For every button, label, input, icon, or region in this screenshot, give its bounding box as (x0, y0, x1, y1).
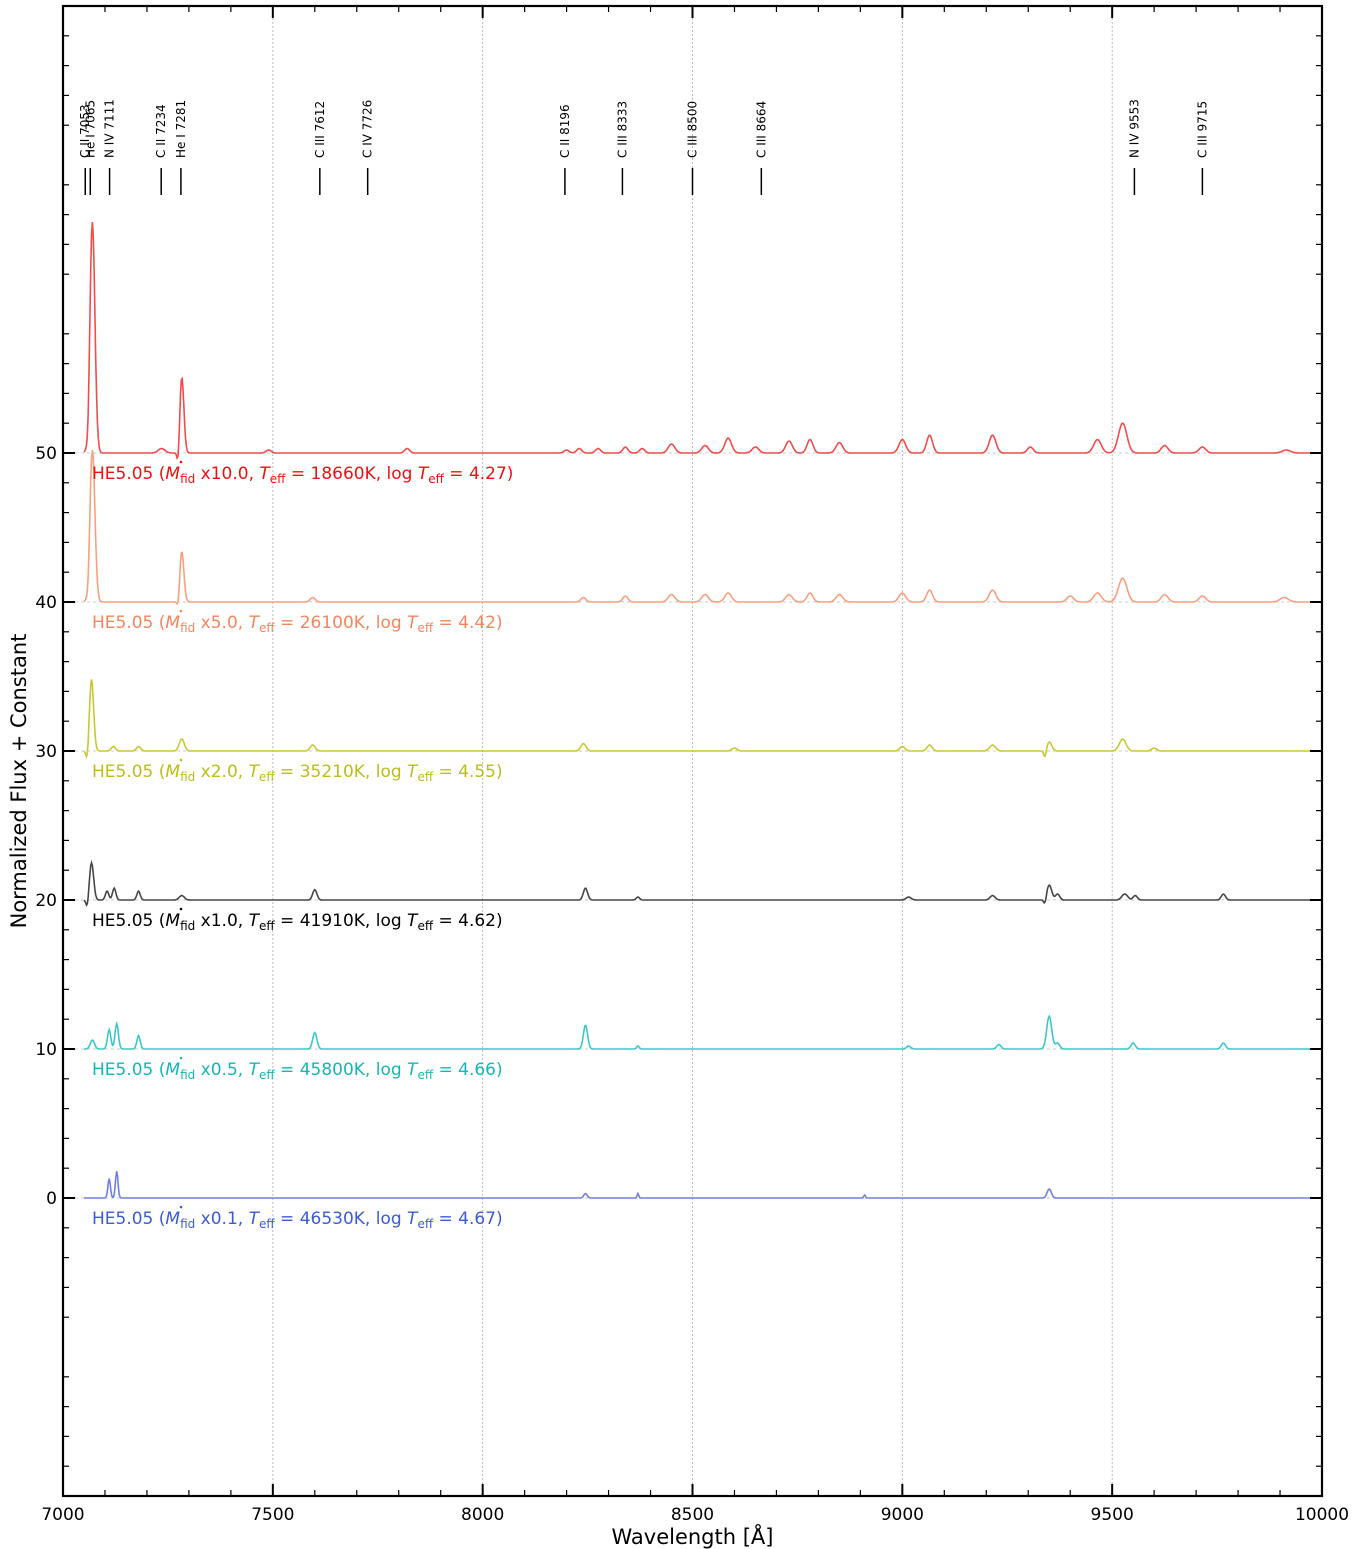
marker-label: He I 7281 (174, 100, 188, 158)
axis-ticks: 7000 7500 8000 8500 9000 9500 10000 0 10 20 30 40 50 (35, 6, 1349, 1525)
x-tick-label: 10000 (1295, 1505, 1349, 1525)
marker-label: N IV 7111 (103, 99, 117, 158)
mdot-dot (179, 1205, 183, 1209)
y-tick-label: 10 (35, 1040, 57, 1060)
marker-label: C III 8333 (615, 101, 629, 158)
series-line (83, 679, 1322, 760)
series-line (84, 1171, 1322, 1199)
y-tick-label: 30 (35, 742, 57, 762)
x-axis-label: Wavelength [Å] (611, 1523, 773, 1549)
x-tick-label: 7500 (251, 1505, 294, 1525)
marker-label: N IV 9553 (1127, 99, 1141, 158)
marker-label: C II 8196 (558, 104, 572, 158)
y-tick-label: 0 (46, 1189, 57, 1209)
marker-label: C III 9715 (1195, 101, 1209, 158)
series-label: HE5.05 (Mfid x0.5, Teff = 45800K, log Te… (92, 1060, 503, 1082)
marker-label: C III 7612 (313, 101, 327, 158)
x-tick-label: 9500 (1091, 1505, 1134, 1525)
mdot-dot (179, 1056, 183, 1060)
series-line (84, 1014, 1322, 1050)
series-label: HE5.05 (Mfid x2.0, Teff = 35210K, log Te… (92, 762, 503, 784)
series-label: HE5.05 (Mfid x0.1, Teff = 46530K, log Te… (92, 1209, 503, 1231)
marker-label: C IV 7726 (361, 100, 375, 158)
x-tick-label: 8000 (461, 1505, 504, 1525)
mdot-dot (179, 609, 183, 613)
series-line (83, 450, 1322, 606)
marker-label: C II 7234 (154, 104, 168, 158)
x-tick-label: 7000 (41, 1505, 84, 1525)
mdot-dot (179, 460, 183, 464)
x-tick-label: 8500 (671, 1505, 714, 1525)
x-tick-label: 9000 (881, 1505, 924, 1525)
y-tick-label: 20 (35, 891, 57, 911)
series-label: HE5.05 (Mfid x10.0, Teff = 18660K, log T… (92, 464, 513, 486)
mdot-dot (179, 907, 183, 911)
y-tick-label: 40 (35, 593, 57, 613)
series-line (83, 859, 1322, 907)
y-axis-label: Normalized Flux + Constant (7, 634, 31, 929)
marker-label: C III 8664 (754, 101, 768, 158)
marker-label: He I 7065 (83, 100, 97, 158)
marker-label: C III 8500 (686, 101, 700, 158)
series-line (83, 222, 1322, 461)
series-labels: HE5.05 (Mfid x10.0, Teff = 18660K, log T… (92, 460, 513, 1231)
series-label: HE5.05 (Mfid x1.0, Teff = 41910K, log Te… (92, 911, 503, 933)
y-tick-label: 50 (35, 444, 57, 464)
mdot-dot (179, 758, 183, 762)
series-label: HE5.05 (Mfid x5.0, Teff = 26100K, log Te… (92, 613, 503, 635)
marker-label: C II 7053 (78, 104, 92, 158)
